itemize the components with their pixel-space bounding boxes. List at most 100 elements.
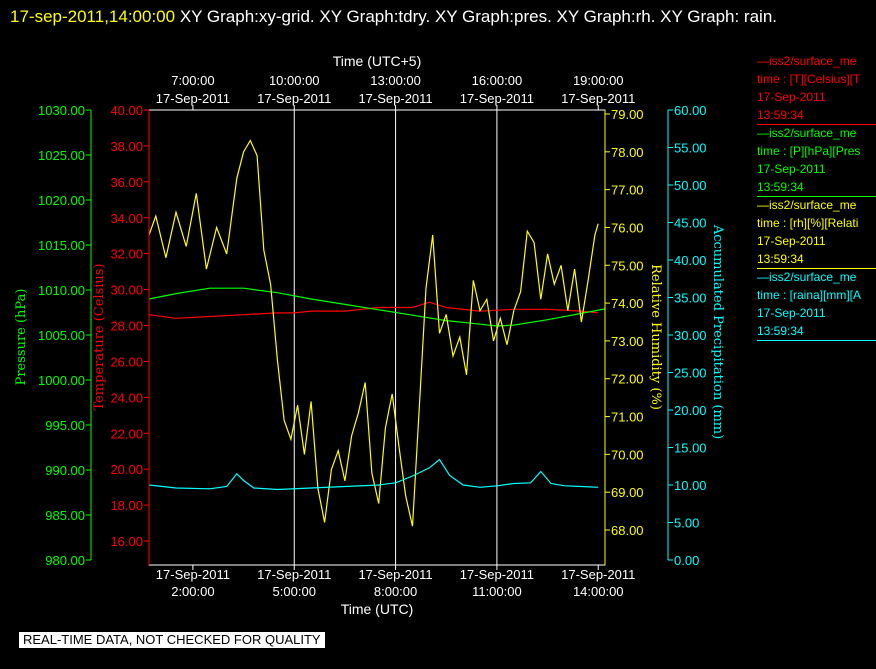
legend-line2: time : [T][Celsius][T — [757, 72, 861, 86]
pressure-tick-label: 1010.00 — [38, 283, 85, 298]
temperature-tick-label: 26.00 — [110, 354, 143, 369]
legend-line1: —iss2/surface_me — [757, 270, 857, 284]
legend-date: 17-Sep-2011 — [757, 90, 826, 104]
temperature-tick-label: 20.00 — [110, 462, 143, 477]
temperature-tick-label: 16.00 — [110, 534, 143, 549]
precip-tick-label: 55.00 — [674, 141, 707, 156]
grid-lines — [293, 110, 498, 565]
precip-tick-label: 5.00 — [674, 516, 699, 531]
bottom-tick-date: 17-Sep-2011 — [156, 567, 230, 582]
bottom-tick-time: 2:00:00 — [171, 584, 214, 599]
pressure-tick-label: 980.00 — [45, 553, 85, 568]
page-title: 17-sep-2011,14:00:00 XY Graph:xy-grid. X… — [10, 2, 860, 31]
temperature-tick-label: 40.00 — [110, 103, 143, 118]
humidity-tick-label: 69.00 — [611, 485, 644, 500]
bottom-tick-date: 17-Sep-2011 — [257, 567, 331, 582]
humidity-tick-label: 79.00 — [611, 107, 644, 122]
humidity-tick-label: 78.00 — [611, 145, 644, 160]
bottom-axis: 17-Sep-2011 2:00:00 17-Sep-2011 5:00:00 17-S… — [156, 565, 635, 599]
humidity-axis: 79.00 78.00 77.00 76.00 75.00 74.00 73.00 72.00… — [604, 107, 644, 565]
pressure-tick-label: 1020.00 — [38, 193, 85, 208]
precip-axis-label: Accumulated Precipitation (mm) — [710, 224, 725, 439]
series-rain-line — [148, 458, 599, 491]
pressure-tick-label: 1025.00 — [38, 148, 85, 163]
legend-line2: time : [raina][mm][A — [757, 288, 862, 302]
humidity-axis-label: Relative Humidity (%) — [648, 264, 663, 410]
data-lines — [148, 139, 606, 527]
legend-time: 13:59:34 — [757, 322, 876, 341]
humidity-tick-label: 76.00 — [611, 220, 644, 235]
legend-line1: —iss2/surface_me — [757, 126, 857, 140]
top-tick-time: 10:00:00 — [269, 73, 320, 88]
top-tick-date: 17-Sep-2011 — [257, 91, 331, 106]
precip-tick-label: 45.00 — [674, 216, 707, 231]
temperature-tick-label: 22.00 — [110, 426, 143, 441]
legend-entry: —iss2/surface_me time : [T][Celsius][T 17-… — [757, 52, 876, 125]
top-tick-date: 17-Sep-2011 — [358, 91, 432, 106]
top-axis-title: Time (UTC+5) — [333, 53, 422, 69]
temperature-tick-label: 32.00 — [110, 247, 143, 262]
top-tick-time: 19:00:00 — [573, 73, 624, 88]
precip-tick-label: 25.00 — [674, 366, 707, 381]
precip-tick-label: 10.00 — [674, 478, 707, 493]
humidity-tick-label: 77.00 — [611, 183, 644, 198]
bottom-tick-date: 17-Sep-2011 — [358, 567, 432, 582]
legend-time: 13:59:34 — [757, 250, 876, 269]
temperature-tick-label: 28.00 — [110, 319, 143, 334]
temperature-tick-label: 36.00 — [110, 175, 143, 190]
bottom-tick-time: 11:00:00 — [472, 584, 522, 599]
temperature-axis: 40.00 38.00 36.00 34.00 32.00 30.00 28.00 26.00… — [110, 103, 150, 565]
legend-line1: —iss2/surface_me — [757, 198, 857, 212]
temperature-tick-label: 18.00 — [110, 498, 143, 513]
legend-time: 13:59:34 — [757, 178, 876, 197]
legend-date: 17-Sep-2011 — [757, 306, 826, 320]
legend-line2: time : [rh][%][Relati — [757, 216, 859, 230]
temperature-axis-label: Temperature (Celsius) — [92, 263, 107, 410]
humidity-tick-label: 71.00 — [611, 410, 644, 425]
pressure-tick-label: 995.00 — [45, 418, 85, 433]
pressure-tick-label: 1015.00 — [38, 238, 85, 253]
pressure-axis-label: Pressure (hPa) — [14, 289, 29, 386]
temperature-tick-label: 24.00 — [110, 390, 143, 405]
bottom-tick-time: 14:00:00 — [573, 584, 624, 599]
quality-disclaimer: REAL-TIME DATA, NOT CHECKED FOR QUALITY — [19, 632, 325, 648]
temperature-tick-label: 34.00 — [110, 211, 143, 226]
humidity-tick-label: 68.00 — [611, 523, 644, 538]
pressure-tick-label: 985.00 — [45, 508, 85, 523]
series-pres-line — [148, 287, 606, 327]
title-text: XY Graph:xy-grid. XY Graph:tdry. XY Grap… — [175, 7, 778, 26]
precip-tick-label: 50.00 — [674, 178, 707, 193]
precip-tick-label: 20.00 — [674, 403, 707, 418]
pressure-tick-label: 990.00 — [45, 463, 85, 478]
series-rh-line — [148, 139, 599, 527]
top-tick-date: 17-Sep-2011 — [156, 91, 230, 106]
precip-tick-label: 35.00 — [674, 291, 707, 306]
top-axis: 7:00:00 17-Sep-2011 10:00:00 17-Sep-2011 13:… — [156, 73, 635, 110]
top-tick-time: 13:00:00 — [370, 73, 421, 88]
series-tdry-line — [148, 301, 599, 319]
precip-axis: 60.00 55.00 50.00 45.00 40.00 35.00 30.00 25.00… — [667, 103, 707, 568]
pressure-tick-label: 1030.00 — [38, 103, 85, 118]
legend-date: 17-Sep-2011 — [757, 234, 826, 248]
top-tick-date: 17-Sep-2011 — [561, 91, 635, 106]
legend-entry: —iss2/surface_me time : [P][hPa][Pres 17-S… — [757, 124, 876, 197]
legend-time: 13:59:34 — [757, 106, 876, 125]
precip-tick-label: 40.00 — [674, 253, 707, 268]
bottom-tick-time: 8:00:00 — [374, 584, 417, 599]
bottom-tick-date: 17-Sep-2011 — [561, 567, 635, 582]
precip-tick-label: 15.00 — [674, 441, 707, 456]
temperature-tick-label: 30.00 — [110, 283, 143, 298]
legend-line2: time : [P][hPa][Pres — [757, 144, 861, 158]
humidity-tick-label: 73.00 — [611, 334, 644, 349]
bottom-tick-date: 17-Sep-2011 — [460, 567, 534, 582]
precip-tick-label: 0.00 — [674, 553, 699, 568]
humidity-tick-label: 70.00 — [611, 447, 644, 462]
humidity-tick-label: 75.00 — [611, 258, 644, 273]
precip-tick-label: 60.00 — [674, 103, 707, 118]
precip-tick-label: 30.00 — [674, 328, 707, 343]
top-tick-time: 7:00:00 — [171, 73, 214, 88]
bottom-tick-time: 5:00:00 — [273, 584, 316, 599]
